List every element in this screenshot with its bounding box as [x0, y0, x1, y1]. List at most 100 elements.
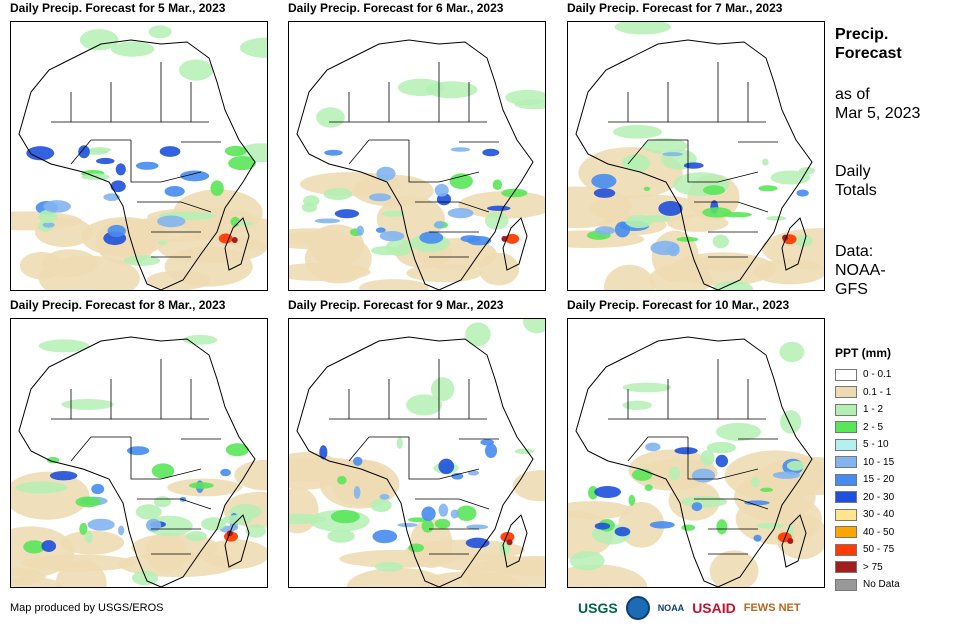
precip-area: [484, 443, 498, 459]
precip-area: [683, 162, 704, 169]
precip-area: [622, 155, 641, 169]
map-frame: [288, 318, 546, 588]
precip-area: [467, 470, 480, 476]
panel-title: Daily Precip. Forecast for 5 Mar., 2023: [10, 1, 226, 15]
coastline: [781, 217, 807, 271]
precip-area: [514, 448, 535, 455]
precip-area: [594, 522, 611, 530]
country-border: [627, 436, 688, 462]
precip-area: [96, 157, 115, 165]
totals-line: Totals: [835, 182, 877, 199]
precip-area: [145, 532, 188, 573]
country-border: [348, 436, 409, 462]
precip-area: [319, 445, 328, 460]
precip-area: [434, 221, 445, 229]
precip-area: [691, 502, 703, 512]
precip-area: [103, 193, 120, 201]
africa-precip-map: [568, 22, 824, 290]
precip-area: [157, 240, 168, 245]
precip-area: [492, 179, 503, 191]
panel-title: Daily Precip. Forecast for 10 Mar., 2023: [567, 298, 790, 312]
country-border: [130, 140, 161, 183]
precip-area: [11, 471, 90, 520]
precip-area: [46, 456, 60, 464]
precip-area: [200, 539, 267, 569]
legend-swatch: [835, 543, 857, 556]
precip-area: [84, 530, 93, 544]
precip-area: [644, 484, 653, 491]
fews-net-logo: FEWS NET: [743, 602, 801, 614]
legend-item: 20 - 30: [835, 489, 900, 507]
precip-area: [449, 173, 473, 190]
country-border: [687, 437, 718, 480]
precip-area: [681, 524, 696, 531]
precip-area: [765, 216, 787, 221]
precip-area: [23, 540, 46, 554]
precip-area: [110, 180, 126, 193]
precip-area: [396, 437, 403, 449]
map-frame: [10, 318, 268, 588]
country-border: [70, 436, 131, 462]
precip-area: [327, 529, 355, 543]
precip-area: [612, 124, 662, 139]
precip-area: [649, 263, 713, 290]
precip-area: [200, 517, 226, 531]
precip-area: [79, 29, 119, 51]
precip-area: [110, 41, 155, 57]
land-area: [297, 40, 533, 290]
precip-area: [421, 519, 434, 533]
precip-area: [614, 22, 671, 35]
precip-area: [38, 339, 90, 353]
legend-label: 10 - 15: [863, 456, 895, 468]
precip-area: [759, 487, 774, 493]
map-frame: [288, 21, 546, 291]
panel-title: Daily Precip. Forecast for 6 Mar., 2023: [288, 1, 504, 15]
heading-line: Forecast: [835, 45, 902, 62]
precip-area: [118, 525, 125, 536]
legend-label: 2 - 5: [863, 421, 884, 433]
precip-area: [372, 529, 398, 544]
precip-area: [568, 501, 633, 520]
precip-area: [593, 188, 616, 198]
legend-label: 40 - 50: [863, 526, 895, 538]
precip-area: [132, 570, 159, 586]
noaa-label: NOAA: [657, 603, 685, 613]
precip-area: [715, 454, 729, 468]
precip-area: [324, 149, 343, 156]
legend-item: 50 - 75: [835, 541, 900, 559]
precip-area: [750, 477, 760, 488]
precip-area: [425, 81, 478, 99]
panel-title: Daily Precip. Forecast for 8 Mar., 2023: [10, 298, 226, 312]
coastline: [296, 336, 534, 587]
precip-area: [628, 494, 636, 506]
legend-item: 10 - 15: [835, 454, 900, 472]
precip-area: [301, 202, 318, 213]
precip-area: [135, 161, 159, 170]
precip-area: [374, 561, 404, 572]
country-border: [70, 139, 131, 165]
precip-area: [438, 458, 455, 475]
precip-area: [179, 59, 214, 81]
precip-area: [157, 215, 186, 228]
precip-area: [512, 470, 545, 502]
legend-swatch: [835, 438, 857, 451]
precip-area: [715, 422, 761, 441]
precip-area: [645, 442, 661, 452]
legend-label: 20 - 30: [863, 491, 895, 503]
precip-area: [712, 234, 730, 249]
precip-area: [245, 524, 267, 538]
legend-item: 15 - 20: [835, 471, 900, 489]
precip-area: [381, 210, 406, 217]
precip-area: [421, 506, 436, 521]
noaa-logo: [625, 596, 650, 620]
precip-area: [376, 166, 396, 181]
legend-label: 0 - 0.1: [863, 369, 892, 381]
precip-area: [465, 322, 491, 347]
legend-label: 0.1 - 1: [863, 386, 892, 398]
precip-area: [780, 410, 802, 434]
precip-area: [681, 495, 728, 508]
precip-area: [89, 147, 111, 153]
precip-area: [622, 382, 672, 393]
precip-area: [756, 522, 784, 529]
precip-area: [148, 25, 172, 39]
